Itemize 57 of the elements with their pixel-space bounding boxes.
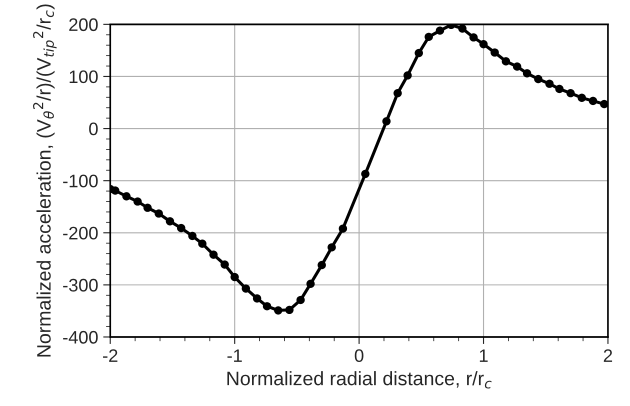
point: [555, 84, 564, 94]
point: [403, 71, 412, 80]
point: [502, 57, 510, 66]
point: [545, 80, 554, 88]
point: [578, 94, 586, 102]
point: [242, 284, 250, 293]
point: [306, 280, 315, 288]
point: [154, 209, 163, 218]
y-tick-label: -200: [63, 226, 98, 240]
point: [424, 32, 433, 42]
point: [274, 306, 282, 315]
point: [230, 272, 239, 282]
text: Normalized acceleration, (V$_{θ}$$^{2}$/r)/(V$_{tip}$$^{2}$/r$_{c}$): [33, 4, 57, 357]
point: [328, 243, 336, 252]
point: [122, 192, 131, 200]
point: [479, 40, 488, 48]
point: [252, 294, 262, 303]
y-tick-label: -400: [63, 330, 98, 344]
point: [469, 33, 478, 42]
point: [133, 197, 142, 206]
x-tick-label: 0: [354, 349, 364, 362]
point: [490, 48, 499, 57]
point: [209, 250, 218, 259]
point: [318, 260, 326, 270]
point: [534, 74, 542, 84]
point: [458, 24, 467, 33]
point: [177, 224, 186, 232]
y-tick-label: 200: [69, 18, 98, 32]
point: [394, 88, 402, 98]
x-tick-label: 2: [604, 349, 612, 362]
point: [188, 232, 197, 240]
x-tick-label: -2: [103, 349, 118, 362]
point: [198, 240, 206, 248]
point: [296, 296, 305, 304]
point: [436, 26, 444, 35]
point: [111, 186, 120, 195]
x-tick-label: 1: [480, 349, 488, 362]
point: [382, 117, 391, 126]
y-tick-label: 100: [70, 70, 98, 84]
point: [588, 96, 598, 106]
point: [361, 170, 370, 178]
y-tick-label: 0: [89, 122, 98, 136]
point: [338, 224, 348, 233]
point: [262, 302, 272, 310]
y-tick-label: -100: [63, 174, 98, 188]
x-axis-title: Normalized radial distance, r/r$_{c}$: [227, 371, 492, 389]
point: [220, 260, 229, 269]
point: [566, 88, 575, 98]
point: [600, 100, 608, 108]
point: [414, 48, 423, 58]
point: [522, 69, 532, 78]
point: [143, 204, 152, 212]
point: [285, 306, 294, 314]
y-tick-label: -300: [63, 278, 98, 292]
point: [166, 217, 174, 226]
point: [512, 62, 522, 71]
x-tick-label: -1: [227, 349, 242, 362]
